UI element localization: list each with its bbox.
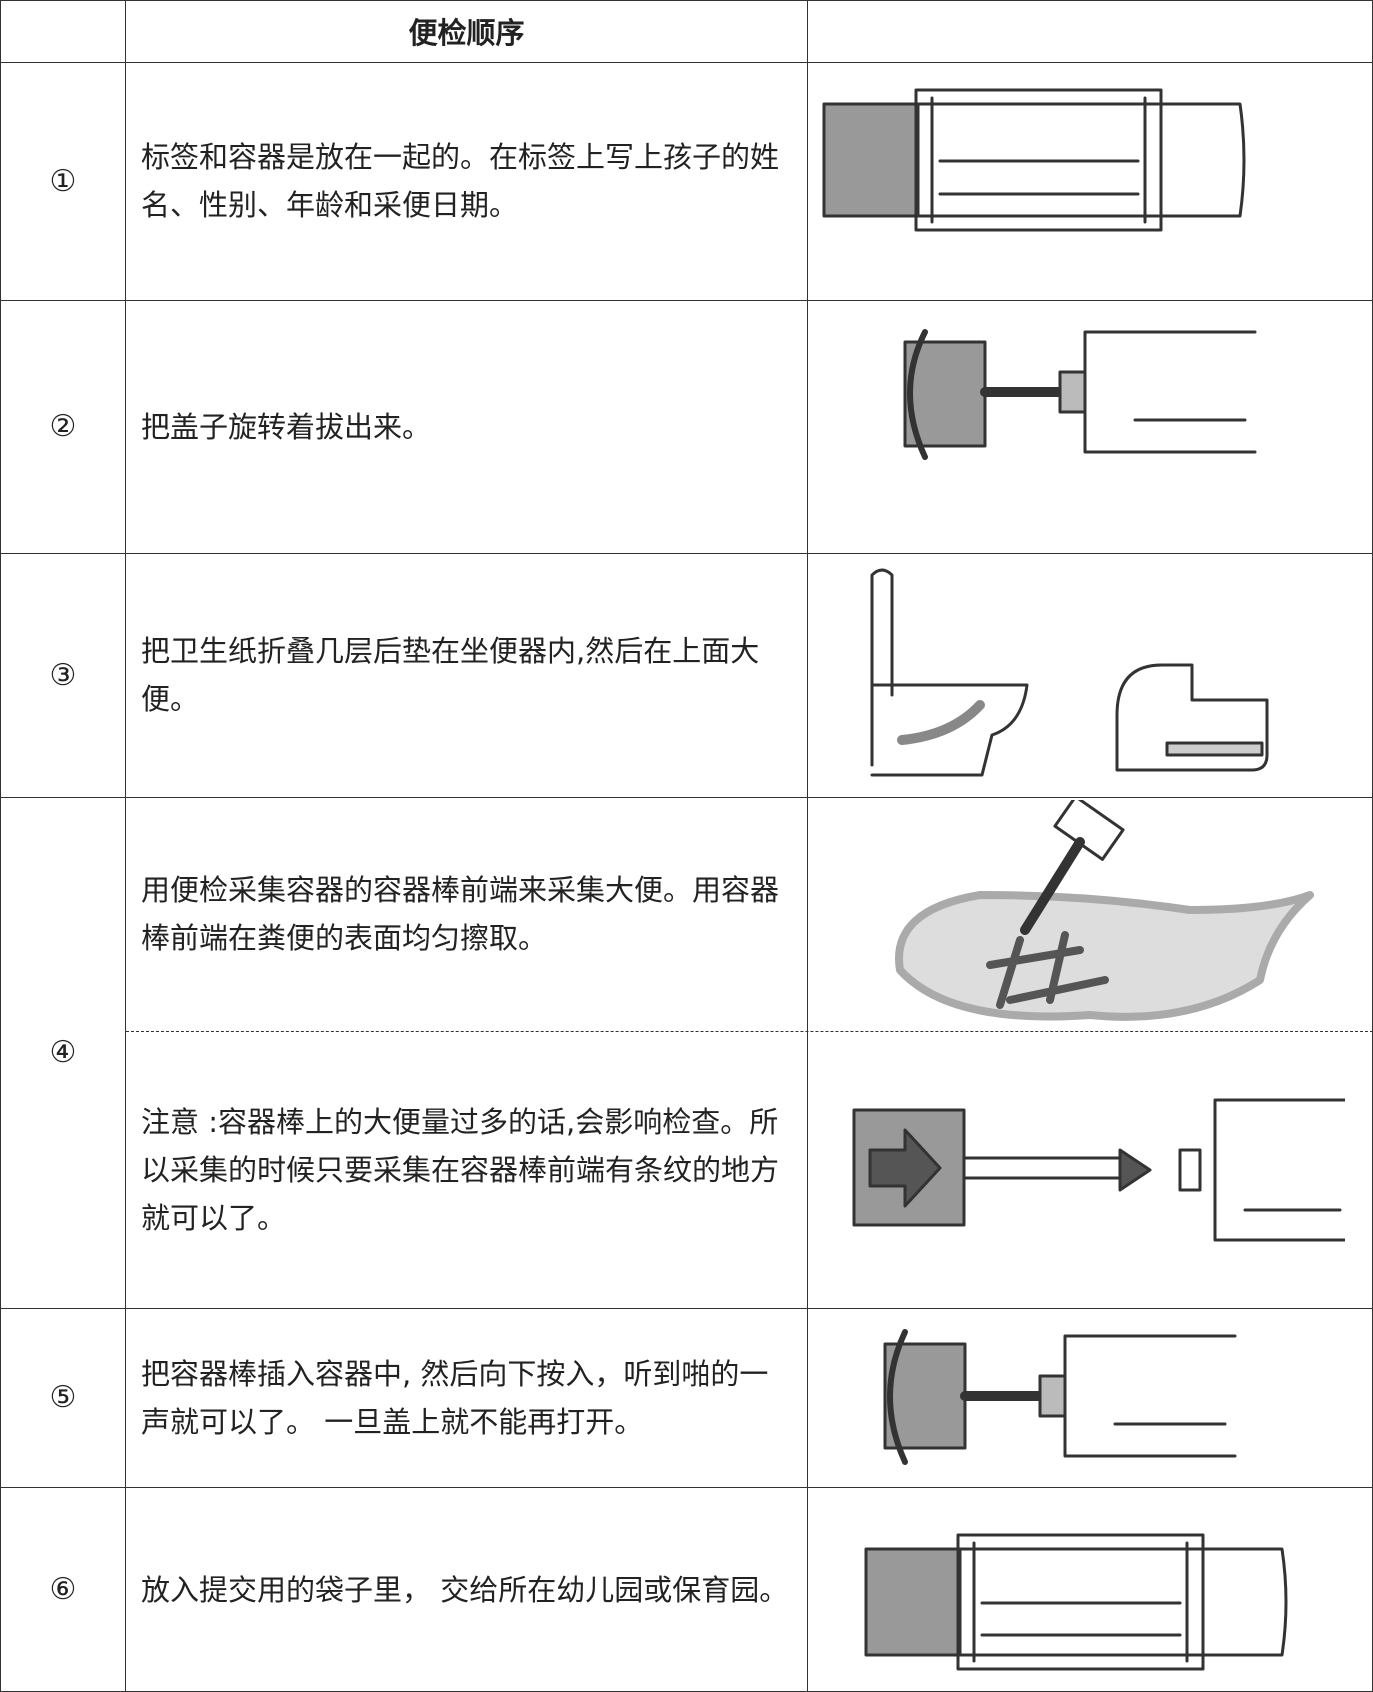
step-number: ⑤ [49, 1380, 77, 1415]
column-line [807, 0, 808, 1692]
border [0, 0, 1373, 1]
container-illustration [822, 88, 1246, 232]
step-text: 标签和容器是放在一起的。在标签上写上孩子的姓名、性别、年龄和采便日期。 [141, 140, 780, 222]
row-line [0, 62, 1373, 63]
row-line [0, 1308, 1373, 1309]
step-number: ② [49, 409, 77, 444]
closed-container-illustration [883, 1329, 1237, 1465]
step-text: 把卫生纸折叠几层后垫在坐便器内,然后在上面大便。 [141, 634, 760, 716]
step-text: 把容器棒插入容器中, 然后向下按入，听到啪的一声就可以了。 一旦盖上就不能再打开… [141, 1356, 769, 1439]
row-line [0, 1487, 1373, 1488]
toilet-illustration [870, 568, 1269, 777]
open-container-illustration [903, 329, 1257, 460]
step-text: 用便检采集容器的容器棒前端来采集大便。用容器棒前端在粪便的表面均匀擦取。 [141, 873, 780, 955]
dashed-divider [126, 1031, 1373, 1032]
row-line [0, 553, 1373, 554]
step-number: ① [49, 163, 77, 199]
step-text: 放入提交用的袋子里， 交给所在幼儿园或保育园。 [141, 1572, 789, 1607]
stick-illustration [852, 1098, 1345, 1242]
submit-container-illustration [864, 1533, 1288, 1671]
step-number: ⑥ [49, 1572, 77, 1607]
row-line [0, 300, 1373, 301]
sampling-illustration [895, 800, 1314, 1021]
border [0, 0, 1, 1692]
column-line [125, 0, 126, 1692]
step-number: ④ [49, 1035, 77, 1070]
step-number: ③ [49, 657, 77, 693]
header-title: 便检顺序 [408, 16, 525, 50]
step-text: 把盖子旋转着拔出来。 [141, 409, 432, 444]
row-line [0, 797, 1373, 798]
step-note: 注意 :容器棒上的大便量过多的话,会影响检查。所以采集的时候只要采集在容器棒前端… [141, 1104, 780, 1235]
